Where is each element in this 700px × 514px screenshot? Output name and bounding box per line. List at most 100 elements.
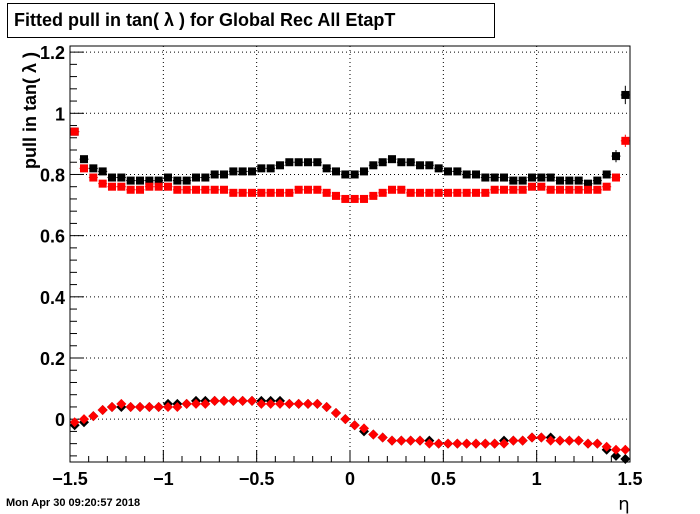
data-point bbox=[472, 188, 480, 197]
y-axis-title: pull in tan( λ ) bbox=[20, 52, 40, 169]
x-tick-label: −1 bbox=[153, 469, 174, 489]
data-point bbox=[461, 438, 472, 449]
data-point bbox=[369, 191, 378, 200]
data-point bbox=[406, 158, 415, 167]
data-point bbox=[256, 398, 267, 409]
data-point bbox=[303, 398, 313, 409]
data-point bbox=[97, 405, 108, 415]
data-point bbox=[312, 398, 323, 409]
data-point bbox=[499, 438, 509, 449]
data-point bbox=[164, 182, 172, 191]
x-tick-label: 1 bbox=[532, 469, 542, 489]
data-point bbox=[135, 401, 145, 412]
data-point bbox=[332, 167, 340, 176]
data-point bbox=[500, 173, 508, 182]
data-point bbox=[565, 176, 574, 185]
data-point bbox=[574, 185, 583, 194]
data-point bbox=[537, 173, 546, 182]
data-point bbox=[79, 414, 89, 425]
data-point bbox=[584, 185, 592, 194]
data-point bbox=[545, 435, 556, 446]
data-point bbox=[322, 188, 331, 197]
data-point bbox=[117, 182, 126, 191]
data-point bbox=[518, 176, 527, 185]
data-point bbox=[220, 170, 228, 179]
data-point bbox=[266, 188, 275, 197]
data-point bbox=[490, 173, 499, 182]
data-point bbox=[378, 158, 387, 167]
data-point bbox=[350, 170, 359, 179]
data-point bbox=[304, 158, 312, 167]
y-tick-label: 0 bbox=[55, 410, 65, 430]
data-point bbox=[425, 188, 434, 197]
data-point bbox=[266, 164, 275, 173]
data-point bbox=[574, 176, 583, 185]
x-tick-label: −1.5 bbox=[52, 469, 88, 489]
data-point bbox=[416, 188, 424, 197]
data-point bbox=[201, 185, 210, 194]
data-point bbox=[397, 158, 406, 167]
data-point bbox=[108, 173, 116, 182]
data-point bbox=[88, 411, 99, 422]
data-point bbox=[453, 188, 462, 197]
data-point bbox=[565, 185, 574, 194]
data-point bbox=[388, 155, 396, 164]
data-point bbox=[444, 167, 452, 176]
data-point bbox=[210, 185, 219, 194]
data-point bbox=[434, 188, 443, 197]
data-point bbox=[593, 185, 602, 194]
data-point bbox=[248, 167, 256, 176]
data-point bbox=[621, 136, 630, 145]
data-point bbox=[444, 188, 452, 197]
data-point bbox=[509, 185, 518, 194]
data-point bbox=[136, 176, 144, 185]
data-point bbox=[257, 188, 266, 197]
data-point bbox=[70, 127, 79, 136]
data-point bbox=[518, 185, 527, 194]
data-point bbox=[500, 185, 508, 194]
data-point bbox=[276, 188, 284, 197]
data-point bbox=[620, 444, 631, 455]
data-point bbox=[145, 176, 154, 185]
data-point bbox=[228, 395, 239, 406]
data-point bbox=[172, 401, 183, 412]
data-point bbox=[350, 194, 359, 203]
data-point bbox=[69, 417, 80, 428]
x-tick-label: −0.5 bbox=[239, 469, 275, 489]
data-point bbox=[136, 185, 144, 194]
data-point bbox=[620, 453, 631, 464]
data-point bbox=[145, 182, 154, 191]
data-point bbox=[304, 185, 312, 194]
data-point bbox=[126, 176, 135, 185]
data-point bbox=[556, 176, 564, 185]
data-point bbox=[210, 170, 219, 179]
data-point bbox=[387, 435, 397, 446]
data-point bbox=[452, 438, 463, 449]
data-point bbox=[332, 191, 340, 200]
data-point bbox=[238, 188, 247, 197]
data-point bbox=[192, 185, 200, 194]
data-point bbox=[220, 185, 228, 194]
data-point bbox=[564, 435, 575, 446]
data-point bbox=[611, 450, 621, 461]
data-point bbox=[173, 185, 182, 194]
data-point bbox=[229, 167, 238, 176]
data-point bbox=[471, 438, 481, 449]
data-point bbox=[424, 438, 435, 449]
data-point bbox=[537, 182, 546, 191]
data-point bbox=[275, 398, 285, 409]
data-point bbox=[341, 194, 350, 203]
data-point bbox=[584, 179, 592, 188]
data-point bbox=[378, 188, 387, 197]
data-point bbox=[201, 173, 210, 182]
data-point bbox=[192, 173, 200, 182]
data-point bbox=[89, 164, 98, 173]
tick-labels: −1.5 −1 −0.5 0 0.5 1 1.5 0 0.2 0.4 0.6 0.8 1 1.2 bbox=[40, 43, 643, 489]
data-point bbox=[517, 435, 528, 446]
data-point bbox=[98, 179, 107, 188]
data-point bbox=[144, 401, 155, 412]
data-point bbox=[611, 444, 621, 455]
data-point bbox=[612, 173, 620, 182]
title-box: Fitted pull in tan( λ ) for Global Rec A… bbox=[7, 3, 495, 38]
